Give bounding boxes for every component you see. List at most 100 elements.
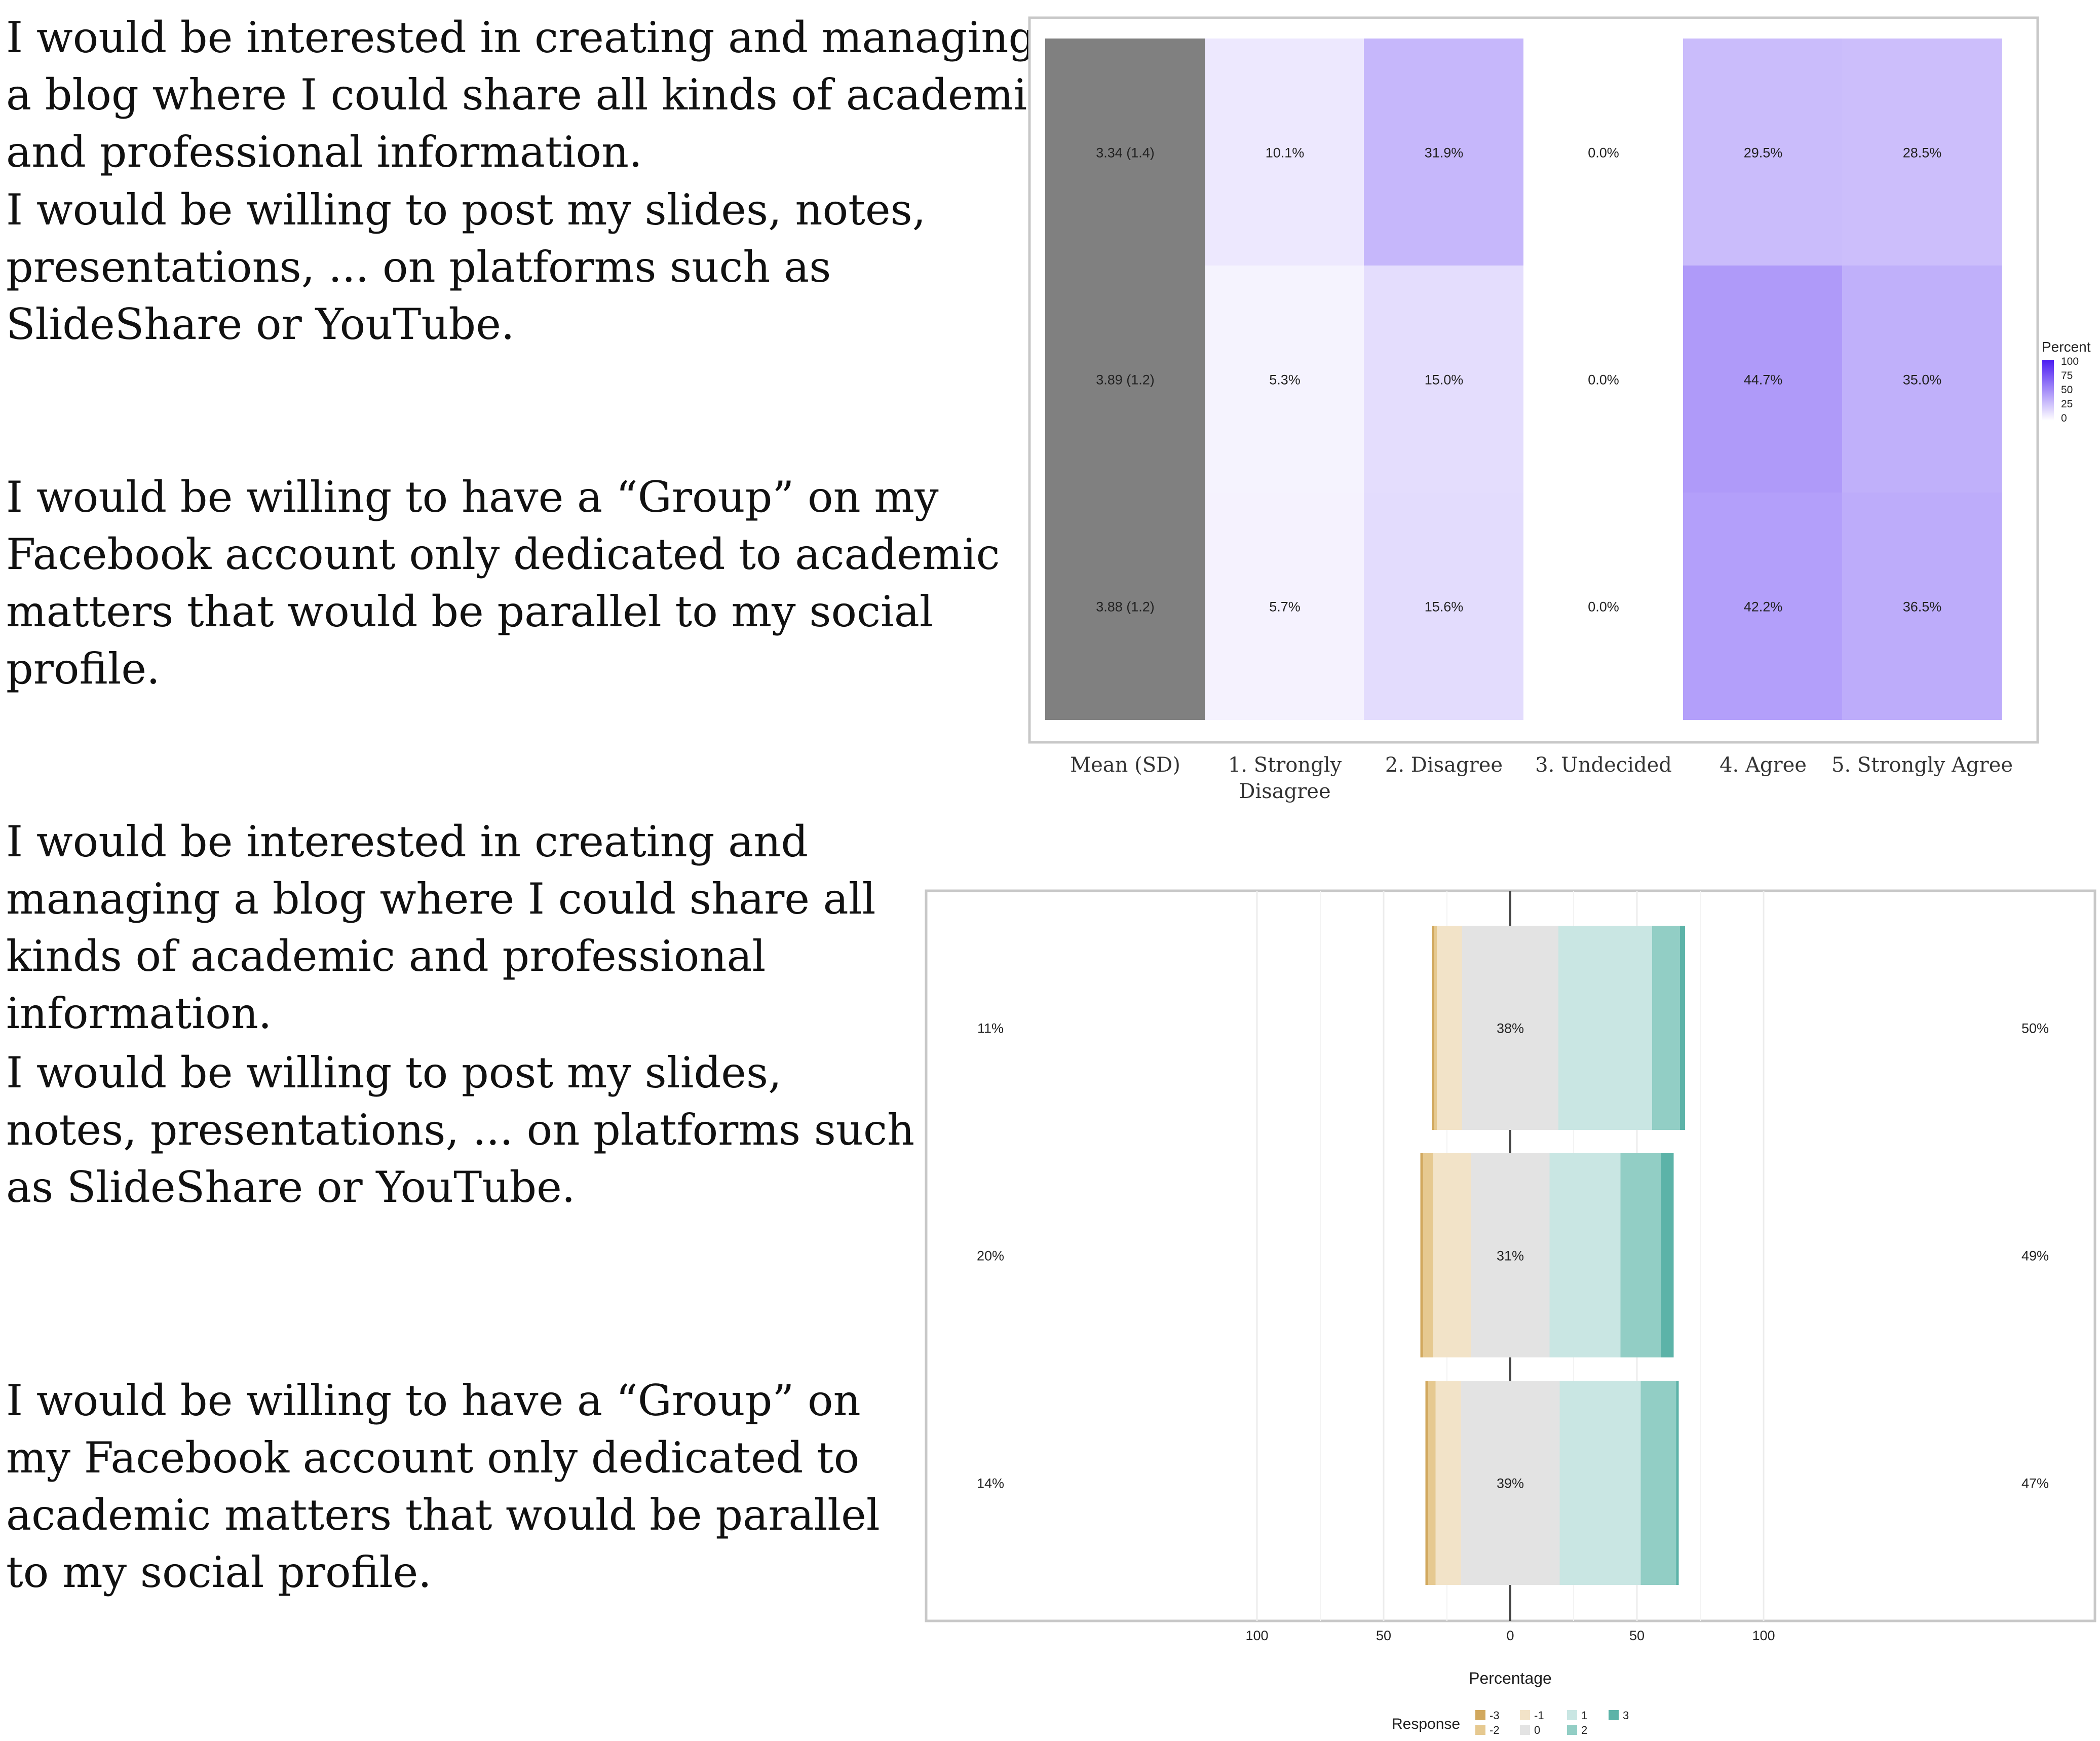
question-lower-1-line-4: information. — [6, 989, 272, 1038]
likert-segment-2 — [1620, 1153, 1661, 1357]
legend-colorbar — [2042, 360, 2054, 421]
question-upper-2-line-3: SlideShare or YouTube. — [6, 299, 515, 349]
likert-left-label: 11% — [977, 1021, 1004, 1036]
likert-segment-2 — [1640, 1381, 1676, 1585]
heatmap-cell — [1683, 39, 1843, 266]
legend-swatch-3 — [1609, 1710, 1619, 1720]
legend-title: Percent — [2042, 339, 2091, 355]
heatmap-cell-label: 42.2% — [1744, 599, 1783, 615]
legend-label: 0 — [1534, 1724, 1540, 1736]
likert-segment-3 — [1676, 1381, 1679, 1585]
heatmap-cell — [1683, 266, 1843, 493]
legend-tick: 100 — [2061, 356, 2079, 367]
legend-swatch-1 — [1567, 1710, 1577, 1720]
legend-label: -2 — [1490, 1724, 1500, 1736]
likert-segment-0 — [1462, 926, 1558, 1130]
likert-right-label: 49% — [2021, 1248, 2049, 1264]
likert-center-label: 31% — [1497, 1248, 1524, 1264]
heatmap-column-label: 2. Disagree — [1385, 753, 1503, 777]
heatmap-cell-label: 10.1% — [1266, 145, 1305, 161]
legend-swatch-0 — [1520, 1725, 1530, 1735]
question-lower-3-line-2: my Facebook account only dedicated to — [6, 1433, 859, 1483]
heatmap-cell — [1523, 493, 1684, 720]
question-upper-1-line-3: and professional information. — [6, 127, 642, 177]
question-lower-2-line-3: as SlideShare or YouTube. — [6, 1162, 576, 1212]
heatmap-cell-label: 29.5% — [1744, 145, 1783, 161]
likert-bars — [1420, 926, 1685, 1585]
likert-segment--2 — [1428, 1381, 1436, 1585]
question-upper-3-line-4: profile. — [6, 644, 160, 694]
likert-segment--2 — [1423, 1153, 1433, 1357]
likert-segment-1 — [1549, 1153, 1621, 1357]
heatmap-cell-label: 15.0% — [1425, 372, 1464, 388]
likert-center-label: 39% — [1497, 1476, 1524, 1491]
likert-segment-0 — [1471, 1153, 1550, 1357]
heatmap-cells: 3.34 (1.4) 10.1% 31.9% 0.0% 29.5% 28.5% 3.89 (… — [1045, 39, 2002, 720]
legend-swatch--3 — [1475, 1710, 1485, 1720]
heatmap-cell — [1842, 493, 2002, 720]
question-lower-3-line-4: to my social profile. — [6, 1547, 432, 1597]
legend-label: 1 — [1581, 1709, 1587, 1722]
x-tick-label: 50 — [1376, 1628, 1391, 1643]
question-upper-1-line-2: a blog where I could share all kinds of … — [6, 70, 1051, 120]
question-lower-1-line-1: I would be interested in creating and — [6, 817, 808, 866]
heatmap-cell — [1523, 266, 1684, 493]
question-text-upper: I would be interested in creating and ma… — [6, 13, 1051, 694]
legend-title: Response — [1392, 1716, 1460, 1732]
likert-segment--1 — [1435, 1381, 1461, 1585]
legend-tick: 75 — [2061, 370, 2073, 382]
heatmap-cell-label: 28.5% — [1903, 145, 1942, 161]
heatmap-cell — [1842, 39, 2002, 266]
likert-legend: Response -3 -2 -1 0 1 2 3 — [1392, 1709, 1629, 1736]
question-upper-3-line-3: matters that would be parallel to my soc… — [6, 587, 933, 636]
likert-left-label: 14% — [977, 1476, 1004, 1491]
heatmap-column-label: 1. Strongly — [1228, 753, 1342, 777]
legend-label: -1 — [1534, 1709, 1544, 1722]
likert-segment--3 — [1420, 1153, 1423, 1357]
question-upper-3-line-2: Facebook account only dedicated to acade… — [6, 529, 1000, 579]
heatmap-mean-cell — [1045, 493, 1205, 720]
heatmap-cell-label: 31.9% — [1425, 145, 1464, 161]
heatmap-cell — [1364, 493, 1524, 720]
heatmap-cell-label: 0.0% — [1588, 372, 1619, 388]
heatmap-cell — [1364, 266, 1524, 493]
legend-tick: 25 — [2061, 398, 2073, 410]
question-lower-3-line-3: academic matters that would be parallel — [6, 1490, 880, 1540]
heatmap-cell-label: 35.0% — [1903, 372, 1942, 388]
heatmap-chart: 3.34 (1.4) 10.1% 31.9% 0.0% 29.5% 28.5% 3.89 (… — [1028, 16, 2091, 803]
likert-segment--3 — [1432, 926, 1434, 1130]
heatmap-column-label: 3. Undecided — [1535, 753, 1672, 777]
likert-segment--1 — [1437, 926, 1462, 1130]
question-lower-1-line-3: kinds of academic and professional — [6, 931, 766, 981]
heatmap-column-label: 4. Agree — [1720, 753, 1807, 777]
heatmap-cell — [1205, 493, 1365, 720]
heatmap-cell — [1205, 266, 1365, 493]
heatmap-mean-label: 3.34 (1.4) — [1096, 145, 1155, 161]
likert-segment--3 — [1425, 1381, 1428, 1585]
legend-swatch--2 — [1475, 1725, 1485, 1735]
likert-segment-2 — [1652, 926, 1680, 1130]
legend-swatch-2 — [1567, 1725, 1577, 1735]
likert-segment-1 — [1558, 926, 1652, 1130]
x-tick-label: 100 — [1752, 1628, 1775, 1643]
heatmap-column-labels: Mean (SD) 1. Strongly Disagree 2. Disagree 3… — [1070, 753, 2013, 803]
question-upper-1-line-1: I would be interested in creating and ma… — [6, 13, 1036, 62]
likert-labels: 11% 38% 50% 20% 31% 49% 14% 39% 47% — [977, 1021, 2049, 1491]
x-axis-title: Percentage — [1469, 1669, 1552, 1687]
legend-swatch--1 — [1520, 1710, 1530, 1720]
question-lower-2-line-1: I would be willing to post my slides, — [6, 1048, 782, 1097]
heatmap-column-label: 5. Strongly Agree — [1831, 753, 2013, 777]
likert-left-label: 20% — [977, 1248, 1004, 1264]
heatmap-cell-label: 44.7% — [1744, 372, 1783, 388]
question-upper-2-line-1: I would be willing to post my slides, no… — [6, 185, 926, 235]
heatmap-cell — [1523, 39, 1684, 266]
likert-segment-3 — [1661, 1153, 1674, 1357]
heatmap-cell-label: 5.7% — [1269, 599, 1301, 615]
heatmap-mean-label: 3.89 (1.2) — [1096, 372, 1155, 388]
question-upper-2-line-2: presentations, ... on platforms such as — [6, 242, 831, 292]
heatmap-cell-label: 36.5% — [1903, 599, 1942, 615]
legend-tick: 0 — [2061, 412, 2067, 424]
legend-label: 2 — [1581, 1724, 1587, 1736]
heatmap-cell — [1842, 266, 2002, 493]
